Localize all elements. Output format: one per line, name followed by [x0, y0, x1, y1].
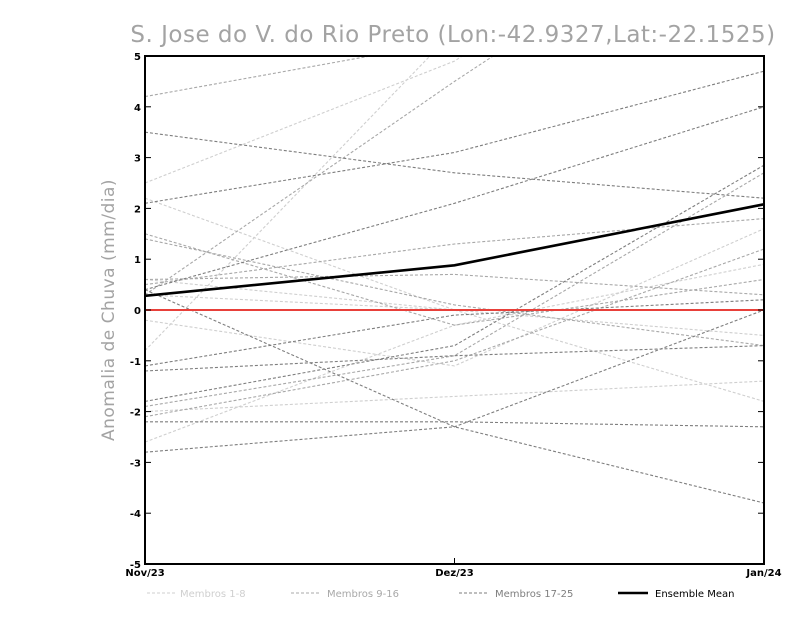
legend-label-mean: Ensemble Mean [655, 589, 734, 600]
y-tick-label: 1 [134, 255, 141, 266]
member-line-10 [145, 233, 764, 326]
legend: Membros 1-8 Membros 9-16 Membros 17-25 Ense… [147, 589, 734, 600]
member-line-15 [145, 238, 764, 347]
y-tick-label: -3 [130, 458, 141, 469]
y-tick-label: -1 [130, 357, 141, 368]
member-line-8 [145, 56, 431, 351]
member-line-12 [145, 248, 764, 418]
member-line-19 [145, 106, 764, 291]
x-ticks: Nov/23 Dez/23 Jan/24 [125, 558, 782, 579]
member-line-6 [145, 263, 764, 443]
member-line-5 [145, 380, 764, 413]
member-line-23 [145, 309, 764, 453]
y-tick-label: 2 [134, 204, 141, 215]
member-line-9 [145, 56, 374, 98]
series-layer [145, 56, 764, 504]
x-tick-label: Nov/23 [125, 568, 164, 579]
member-line-14 [145, 273, 764, 296]
member-line-25 [145, 289, 764, 504]
y-tick-label: -2 [130, 408, 141, 419]
x-tick-label: Jan/24 [745, 568, 781, 579]
y-tick-label: 3 [134, 154, 141, 165]
legend-label-g2: Membros 9-16 [327, 589, 399, 600]
legend-label-g3: Membros 17-25 [495, 589, 573, 600]
member-line-21 [145, 345, 764, 372]
y-axis-label: Anomalia de Chuva (mm/dia) [99, 179, 119, 441]
y-tick-label: 4 [134, 103, 141, 114]
x-tick-label: Dez/23 [435, 568, 474, 579]
member-line-1 [145, 56, 464, 184]
legend-label-g1: Membros 1-8 [180, 589, 246, 600]
y-tick-label: 5 [134, 52, 141, 63]
member-line-20 [145, 299, 764, 367]
y-tick-label: 0 [134, 306, 141, 317]
member-line-13 [145, 172, 764, 408]
member-line-11 [145, 218, 764, 286]
member-line-17 [145, 131, 764, 199]
y-tick-label: -4 [130, 509, 141, 520]
chart-title: S. Jose do V. do Rio Preto (Lon:-42.9327… [130, 22, 775, 48]
member-line-22 [145, 421, 764, 428]
mean-layer [145, 203, 764, 298]
member-line-18 [145, 70, 764, 204]
member-line-16 [145, 56, 495, 296]
y-ticks: -5 -4 -3 -2 -1 0 1 2 3 4 5 [130, 52, 764, 571]
ensemble-mean-line [145, 203, 764, 298]
y-tick-label: -5 [130, 560, 141, 571]
member-line-4 [145, 228, 764, 367]
member-line-7 [145, 294, 764, 402]
member-line-2 [145, 197, 764, 336]
